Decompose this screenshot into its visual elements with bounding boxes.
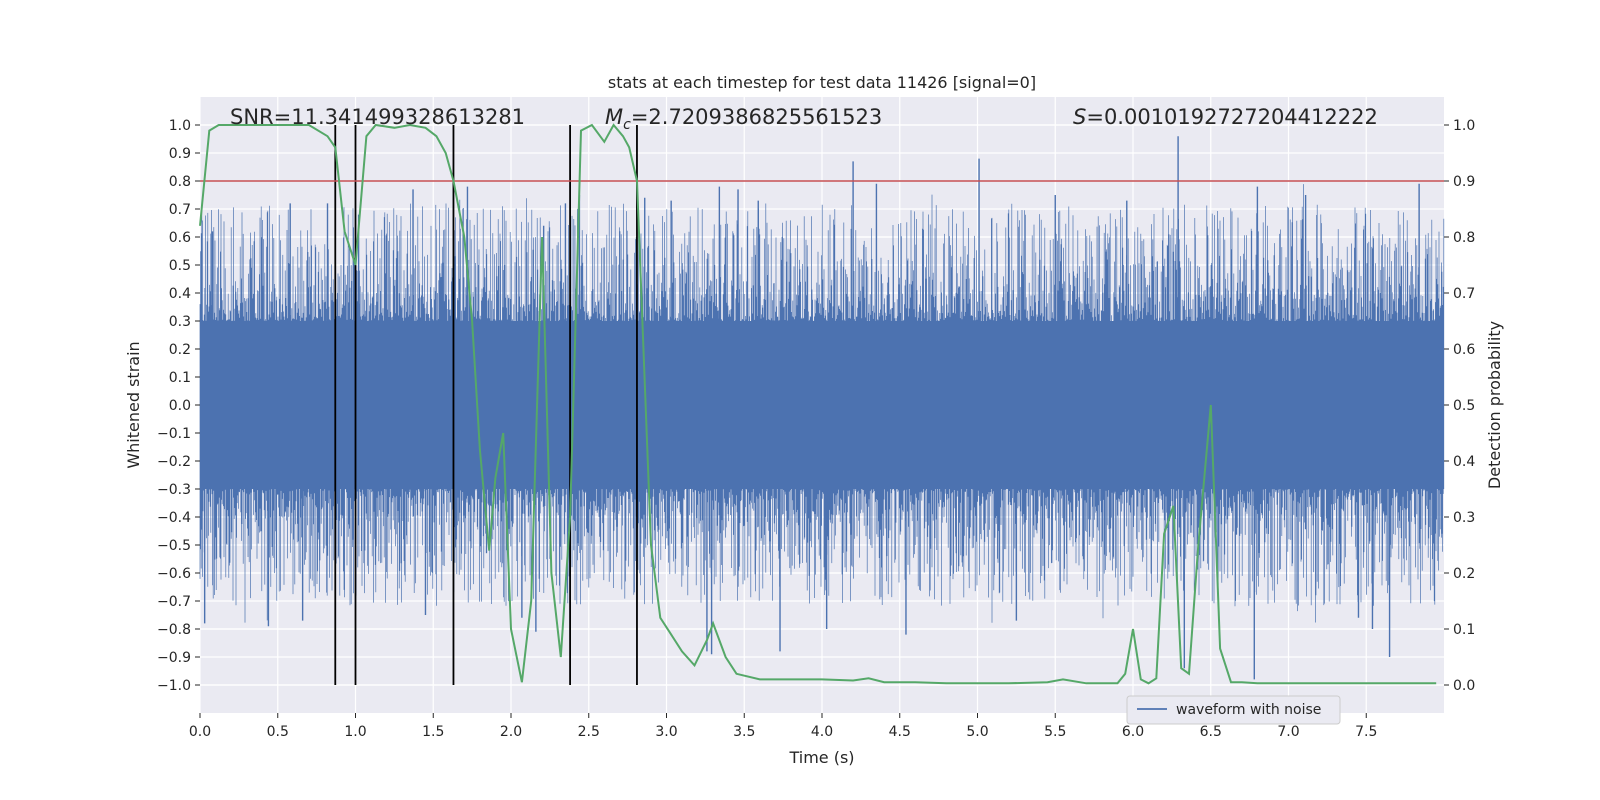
y-left-tick-label: −0.4 [157,510,191,526]
y-axis-left-label: Whitened strain [124,341,143,468]
mc-subscript: c [623,117,631,133]
y-right-tick-label: 0.4 [1453,454,1475,470]
x-tick-label: 6.5 [1200,724,1222,740]
y-left-tick-label: 0.3 [169,314,191,330]
snr-annotation: SNR=11.341499328613281 [230,105,525,129]
mc-value: =2.7209386825561523 [631,105,882,129]
probability-series [199,123,1437,685]
waveform-series [199,136,1445,680]
y-right-tick-label: 1.0 [1453,118,1475,134]
y-left-tick-label: 0.5 [169,258,191,274]
y-left-tick-label: 0.7 [169,202,191,218]
y-left-tick-label: −1.0 [157,678,191,694]
x-tick-label: 2.5 [578,724,600,740]
legend-label: waveform with noise [1176,702,1321,718]
probability-line [199,123,1437,685]
x-tick-label: 4.0 [811,724,833,740]
x-tick-label: 4.5 [889,724,911,740]
vertical-lines [334,125,638,685]
x-tick-label: 0.0 [189,724,211,740]
x-tick-label: 6.0 [1122,724,1144,740]
s-annotation: S=0.0010192727204412222 [1073,105,1378,129]
y-left-tick-label: −0.6 [157,566,191,582]
x-tick-label: 3.5 [733,724,755,740]
x-tick-label: 2.0 [500,724,522,740]
x-tick-label: 1.5 [422,724,444,740]
y-left-tick-label: −0.5 [157,538,191,554]
y-left-tick-label: 1.0 [169,118,191,134]
y-left-tick-label: 0.6 [169,230,191,246]
chart-title: stats at each timestep for test data 114… [608,73,1036,92]
legend-box [1126,695,1341,725]
y-left-tick-label: 0.2 [169,342,191,358]
x-tick-label: 0.5 [267,724,289,740]
y-right-tick-label: 0.5 [1453,398,1475,414]
y-right-tick-label: 0.6 [1453,342,1475,358]
x-axis-label: Time (s) [788,748,854,767]
y-left-tick-label: −0.3 [157,482,191,498]
mc-annotation: Mc=2.7209386825561523 [605,105,882,133]
mc-symbol: M [605,105,623,129]
y-left-tick-label: −0.1 [157,426,191,442]
y-left-tick-label: −0.9 [157,650,191,666]
y-right-tick-label: 0.2 [1453,566,1475,582]
x-tick-label: 7.5 [1355,724,1377,740]
y-right-tick-label: 0.1 [1453,622,1475,638]
x-tick-label: 1.0 [344,724,366,740]
legend: waveform with noise [1126,695,1341,725]
y-right-tick-label: 0.7 [1453,286,1475,302]
y-right-tick-label: 0.0 [1453,678,1475,694]
s-value: =0.0010192727204412222 [1086,105,1378,129]
y-left-tick-label: 0.0 [169,398,191,414]
y-left-tick-label: 0.4 [169,286,191,302]
x-tick-label: 7.0 [1277,724,1299,740]
y-left-tick-label: 0.1 [169,370,191,386]
y-left-tick-label: −0.7 [157,594,191,610]
y-right-tick-label: 0.8 [1453,230,1475,246]
x-tick-label: 3.0 [655,724,677,740]
y-left-tick-label: 0.8 [169,174,191,190]
x-tick-label: 5.5 [1044,724,1066,740]
y-left-tick-label: −0.2 [157,454,191,470]
y-left-tick-label: 0.9 [169,146,191,162]
y-right-tick-label: 0.9 [1453,174,1475,190]
x-tick-label: 5.0 [966,724,988,740]
s-symbol: S [1073,105,1086,129]
y-axis-right-label: Detection probability [1485,321,1504,489]
y-left-tick-label: −0.8 [157,622,191,638]
y-right-tick-label: 0.3 [1453,510,1475,526]
ticks: 0.0 0.5 1.0 1.5 2.0 2.5 3.0 3.5 4.0 4.5 5.0 5.5 6.0 6… [157,118,1475,740]
